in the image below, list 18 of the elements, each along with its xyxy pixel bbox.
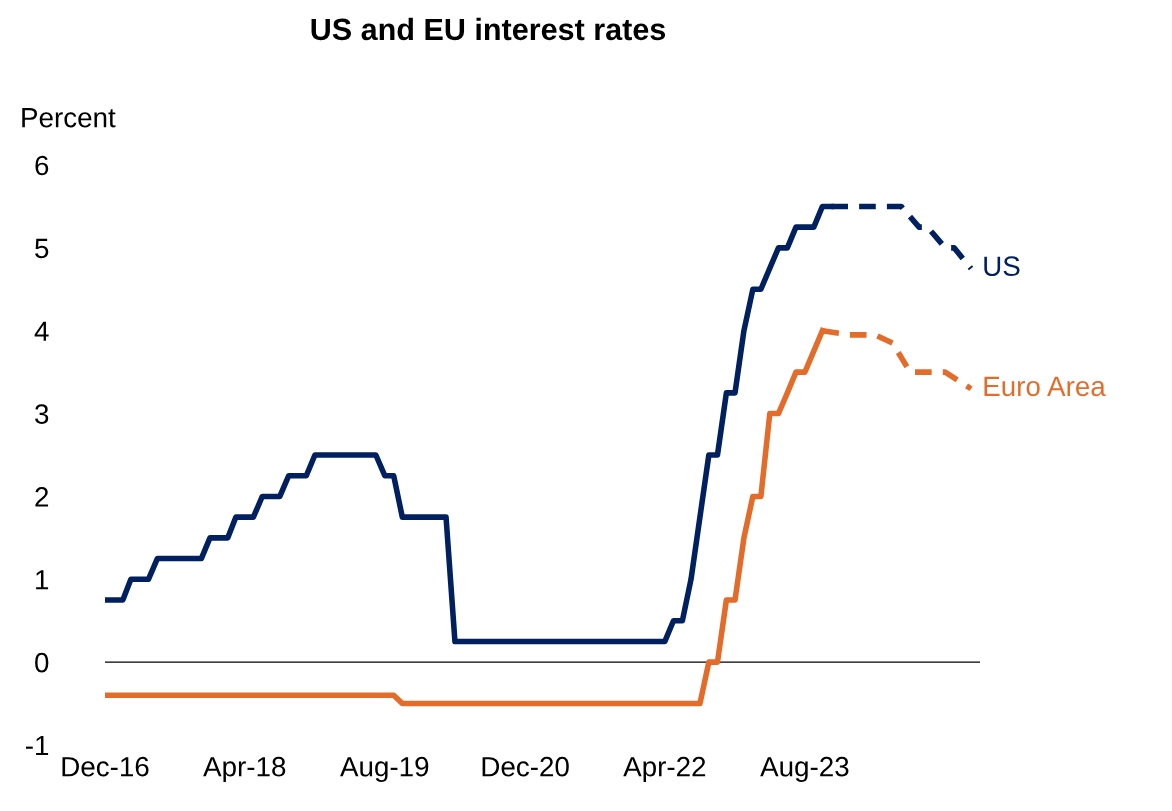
y-tick-label: -1 — [25, 735, 49, 756]
x-tick-label: Dec-20 — [482, 756, 569, 777]
x-tick-label: Aug-19 — [340, 756, 429, 783]
y-tick-label: 1 — [36, 570, 49, 590]
x-tick-label: Apr-18 — [203, 756, 286, 783]
series-label: US — [984, 256, 1020, 277]
series-label: Euro Area — [984, 376, 1106, 397]
y-tick-label: 6 — [35, 155, 49, 176]
y-axis-title: Percent — [22, 108, 116, 128]
chart-title: US and EU interest rates — [311, 17, 666, 41]
y-tick-label: 3 — [35, 404, 49, 424]
y-tick-label: 2 — [35, 487, 49, 507]
x-tick-label: Aug-23 — [760, 756, 849, 783]
y-tick-label: 5 — [35, 238, 49, 259]
y-tick-label: 0 — [35, 652, 49, 673]
y-tick-label: 4 — [34, 321, 49, 341]
x-tick-label: Dec-16 — [62, 756, 149, 777]
x-tick-label: Apr-22 — [623, 756, 706, 783]
